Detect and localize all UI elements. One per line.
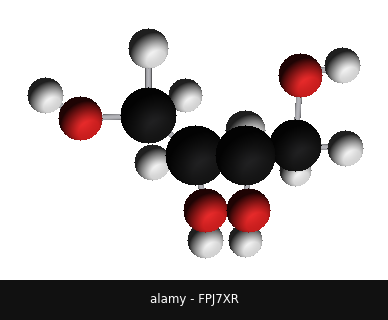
Text: alamy - FPJ7XR: alamy - FPJ7XR (149, 293, 239, 307)
